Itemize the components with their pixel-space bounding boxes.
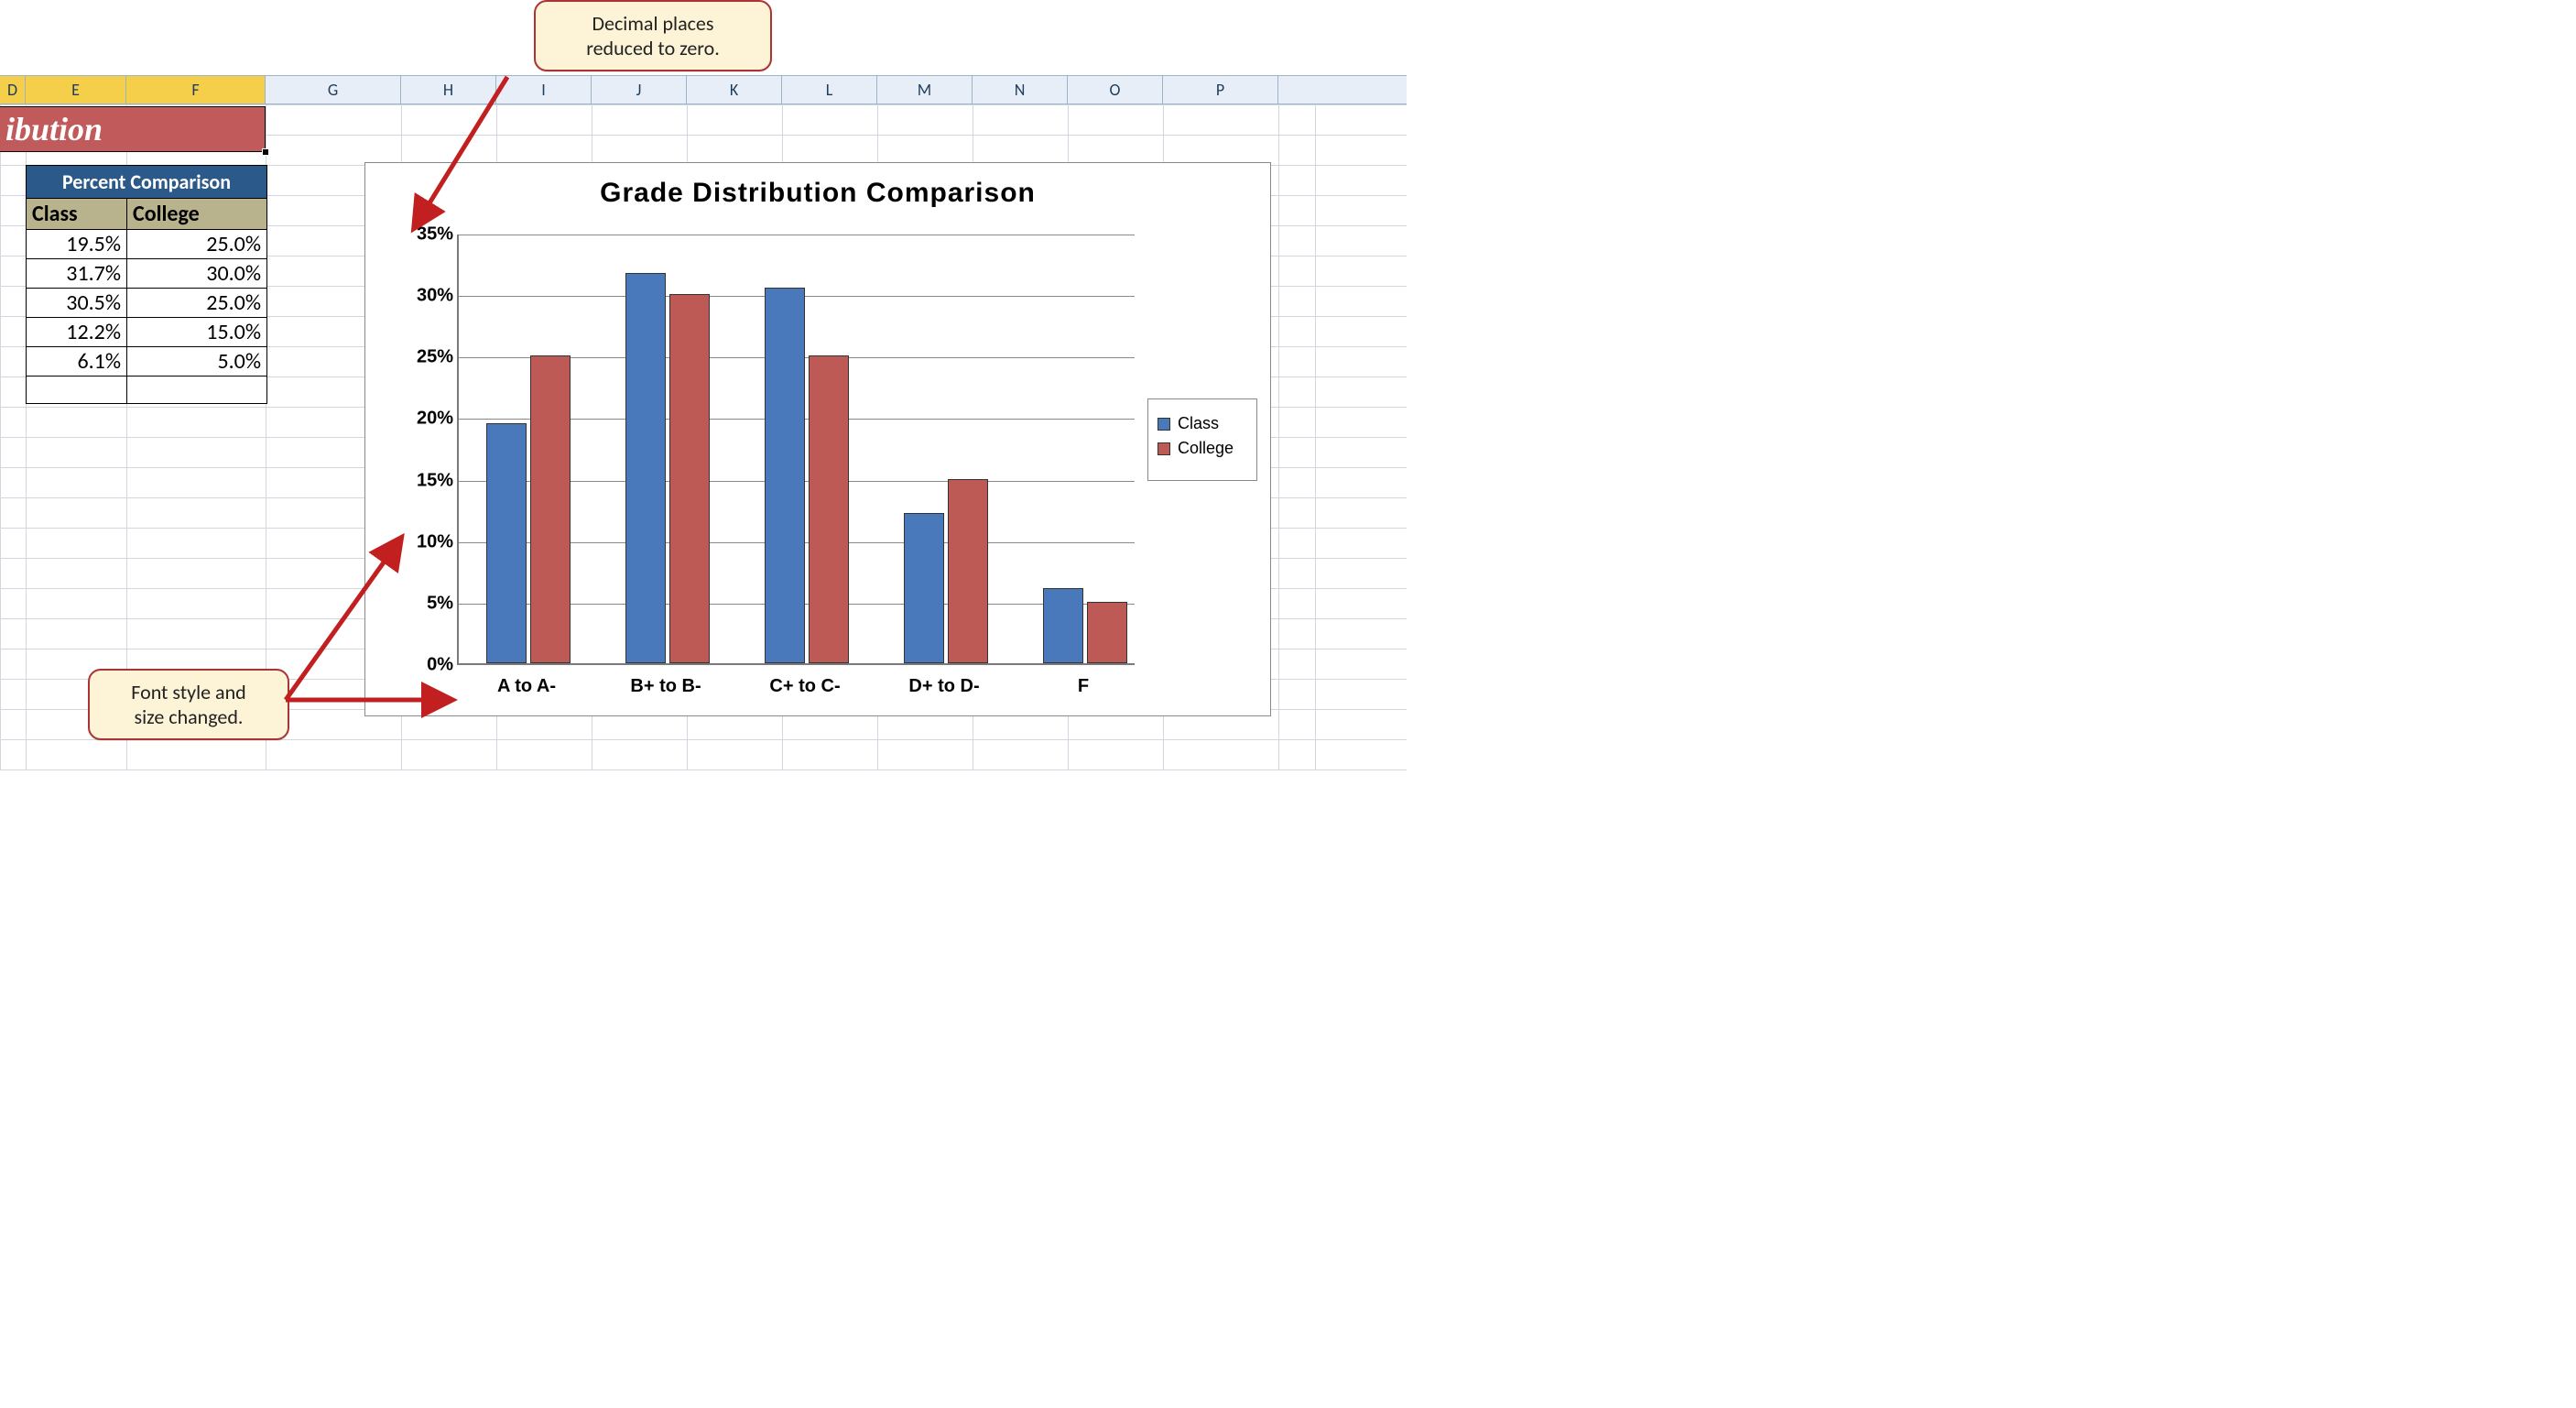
chart-plot-area bbox=[457, 235, 1135, 665]
column-header-H[interactable]: H bbox=[401, 76, 496, 104]
table-cell[interactable] bbox=[127, 376, 266, 403]
chart-bar[interactable] bbox=[530, 355, 571, 663]
callout-line: Decimal places bbox=[552, 11, 754, 36]
table-cell[interactable]: 30.5% bbox=[27, 288, 127, 317]
legend-item: Class bbox=[1158, 414, 1247, 433]
gridline-horizontal bbox=[0, 769, 1407, 770]
chart-xtick-label: A to A- bbox=[466, 676, 587, 697]
legend-swatch bbox=[1158, 442, 1170, 455]
table-cell[interactable]: 31.7% bbox=[27, 258, 127, 288]
chart-ytick-label: 15% bbox=[371, 470, 453, 491]
chart-bar[interactable] bbox=[1043, 588, 1083, 663]
table-row bbox=[27, 376, 266, 403]
table-title: Percent Comparison bbox=[27, 165, 266, 198]
column-header-G[interactable]: G bbox=[266, 76, 401, 104]
table-cell[interactable]: 12.2% bbox=[27, 317, 127, 346]
sheet-title-fragment: ibution bbox=[0, 106, 266, 152]
column-header-F[interactable]: F bbox=[126, 76, 266, 104]
chart-bar[interactable] bbox=[948, 479, 988, 663]
chart-xtick-label: D+ to D- bbox=[884, 676, 1005, 697]
chart-legend: Class College bbox=[1147, 398, 1257, 481]
spreadsheet-canvas: DEFGHIJKLMNOP ibution Percent Comparison… bbox=[0, 0, 1407, 769]
legend-label: College bbox=[1178, 439, 1234, 458]
callout-line: reduced to zero. bbox=[552, 36, 754, 60]
chart-ytick-label: 30% bbox=[371, 286, 453, 307]
table-row: 19.5%25.0% bbox=[27, 229, 266, 258]
chart-xtick-label: C+ to C- bbox=[745, 676, 865, 697]
table-cell[interactable] bbox=[27, 376, 127, 403]
table-row: 31.7%30.0% bbox=[27, 258, 266, 288]
callout-decimal-places: Decimal places reduced to zero. bbox=[534, 0, 772, 71]
legend-swatch bbox=[1158, 418, 1170, 431]
column-header-J[interactable]: J bbox=[592, 76, 687, 104]
sheet-title-text: ibution bbox=[5, 110, 103, 148]
chart-bar[interactable] bbox=[669, 294, 710, 663]
chart-bar[interactable] bbox=[809, 355, 849, 663]
selection-handle[interactable] bbox=[262, 148, 269, 156]
table-cell[interactable]: 6.1% bbox=[27, 346, 127, 376]
chart-xtick-label: F bbox=[1023, 676, 1144, 697]
callout-font-style: Font style and size changed. bbox=[88, 669, 289, 740]
table-subheader-row: ClassCollege bbox=[27, 198, 266, 229]
table-cell[interactable]: 25.0% bbox=[127, 288, 266, 317]
table-cell[interactable]: 19.5% bbox=[27, 229, 127, 258]
column-header-D[interactable]: D bbox=[0, 76, 26, 104]
table-cell[interactable]: 25.0% bbox=[127, 229, 266, 258]
chart-ytick-label: 25% bbox=[371, 347, 453, 368]
chart-ytick-label: 10% bbox=[371, 531, 453, 552]
table-column-header: Class bbox=[27, 198, 127, 229]
column-header-L[interactable]: L bbox=[782, 76, 877, 104]
chart-ytick-label: 5% bbox=[371, 593, 453, 614]
chart-bar[interactable] bbox=[625, 273, 666, 663]
chart-bar[interactable] bbox=[765, 288, 805, 663]
callout-line: Font style and bbox=[106, 680, 271, 704]
legend-item: College bbox=[1158, 439, 1247, 458]
table-cell[interactable]: 15.0% bbox=[127, 317, 266, 346]
chart-bar[interactable] bbox=[486, 423, 527, 663]
column-header-M[interactable]: M bbox=[877, 76, 973, 104]
table-row: 6.1%5.0% bbox=[27, 346, 266, 376]
percent-comparison-table: Percent Comparison ClassCollege 19.5%25.… bbox=[26, 165, 267, 404]
chart-ytick-label: 20% bbox=[371, 409, 453, 430]
chart-xtick-label: B+ to B- bbox=[605, 676, 726, 697]
column-header-I[interactable]: I bbox=[496, 76, 592, 104]
column-header-E[interactable]: E bbox=[26, 76, 126, 104]
table-cell[interactable]: 30.0% bbox=[127, 258, 266, 288]
chart-frame[interactable]: Grade Distribution Comparison Class Colle… bbox=[364, 162, 1271, 716]
callout-line: size changed. bbox=[106, 704, 271, 729]
chart-title: Grade Distribution Comparison bbox=[365, 163, 1270, 218]
table-cell[interactable]: 5.0% bbox=[127, 346, 266, 376]
column-header-O[interactable]: O bbox=[1068, 76, 1163, 104]
chart-ytick-label: 35% bbox=[371, 224, 453, 246]
table-row: 12.2%15.0% bbox=[27, 317, 266, 346]
chart-ytick-label: 0% bbox=[371, 655, 453, 676]
table-row: 30.5%25.0% bbox=[27, 288, 266, 317]
table-column-header: College bbox=[127, 198, 266, 229]
gridline-horizontal bbox=[0, 104, 1407, 105]
chart-bar[interactable] bbox=[1087, 602, 1127, 663]
column-header-K[interactable]: K bbox=[687, 76, 782, 104]
column-header-P[interactable]: P bbox=[1163, 76, 1278, 104]
column-header-row: DEFGHIJKLMNOP bbox=[0, 75, 1407, 104]
chart-bar[interactable] bbox=[904, 513, 944, 663]
legend-label: Class bbox=[1178, 414, 1219, 433]
column-header-N[interactable]: N bbox=[973, 76, 1068, 104]
column-header-stub bbox=[1278, 76, 1315, 104]
